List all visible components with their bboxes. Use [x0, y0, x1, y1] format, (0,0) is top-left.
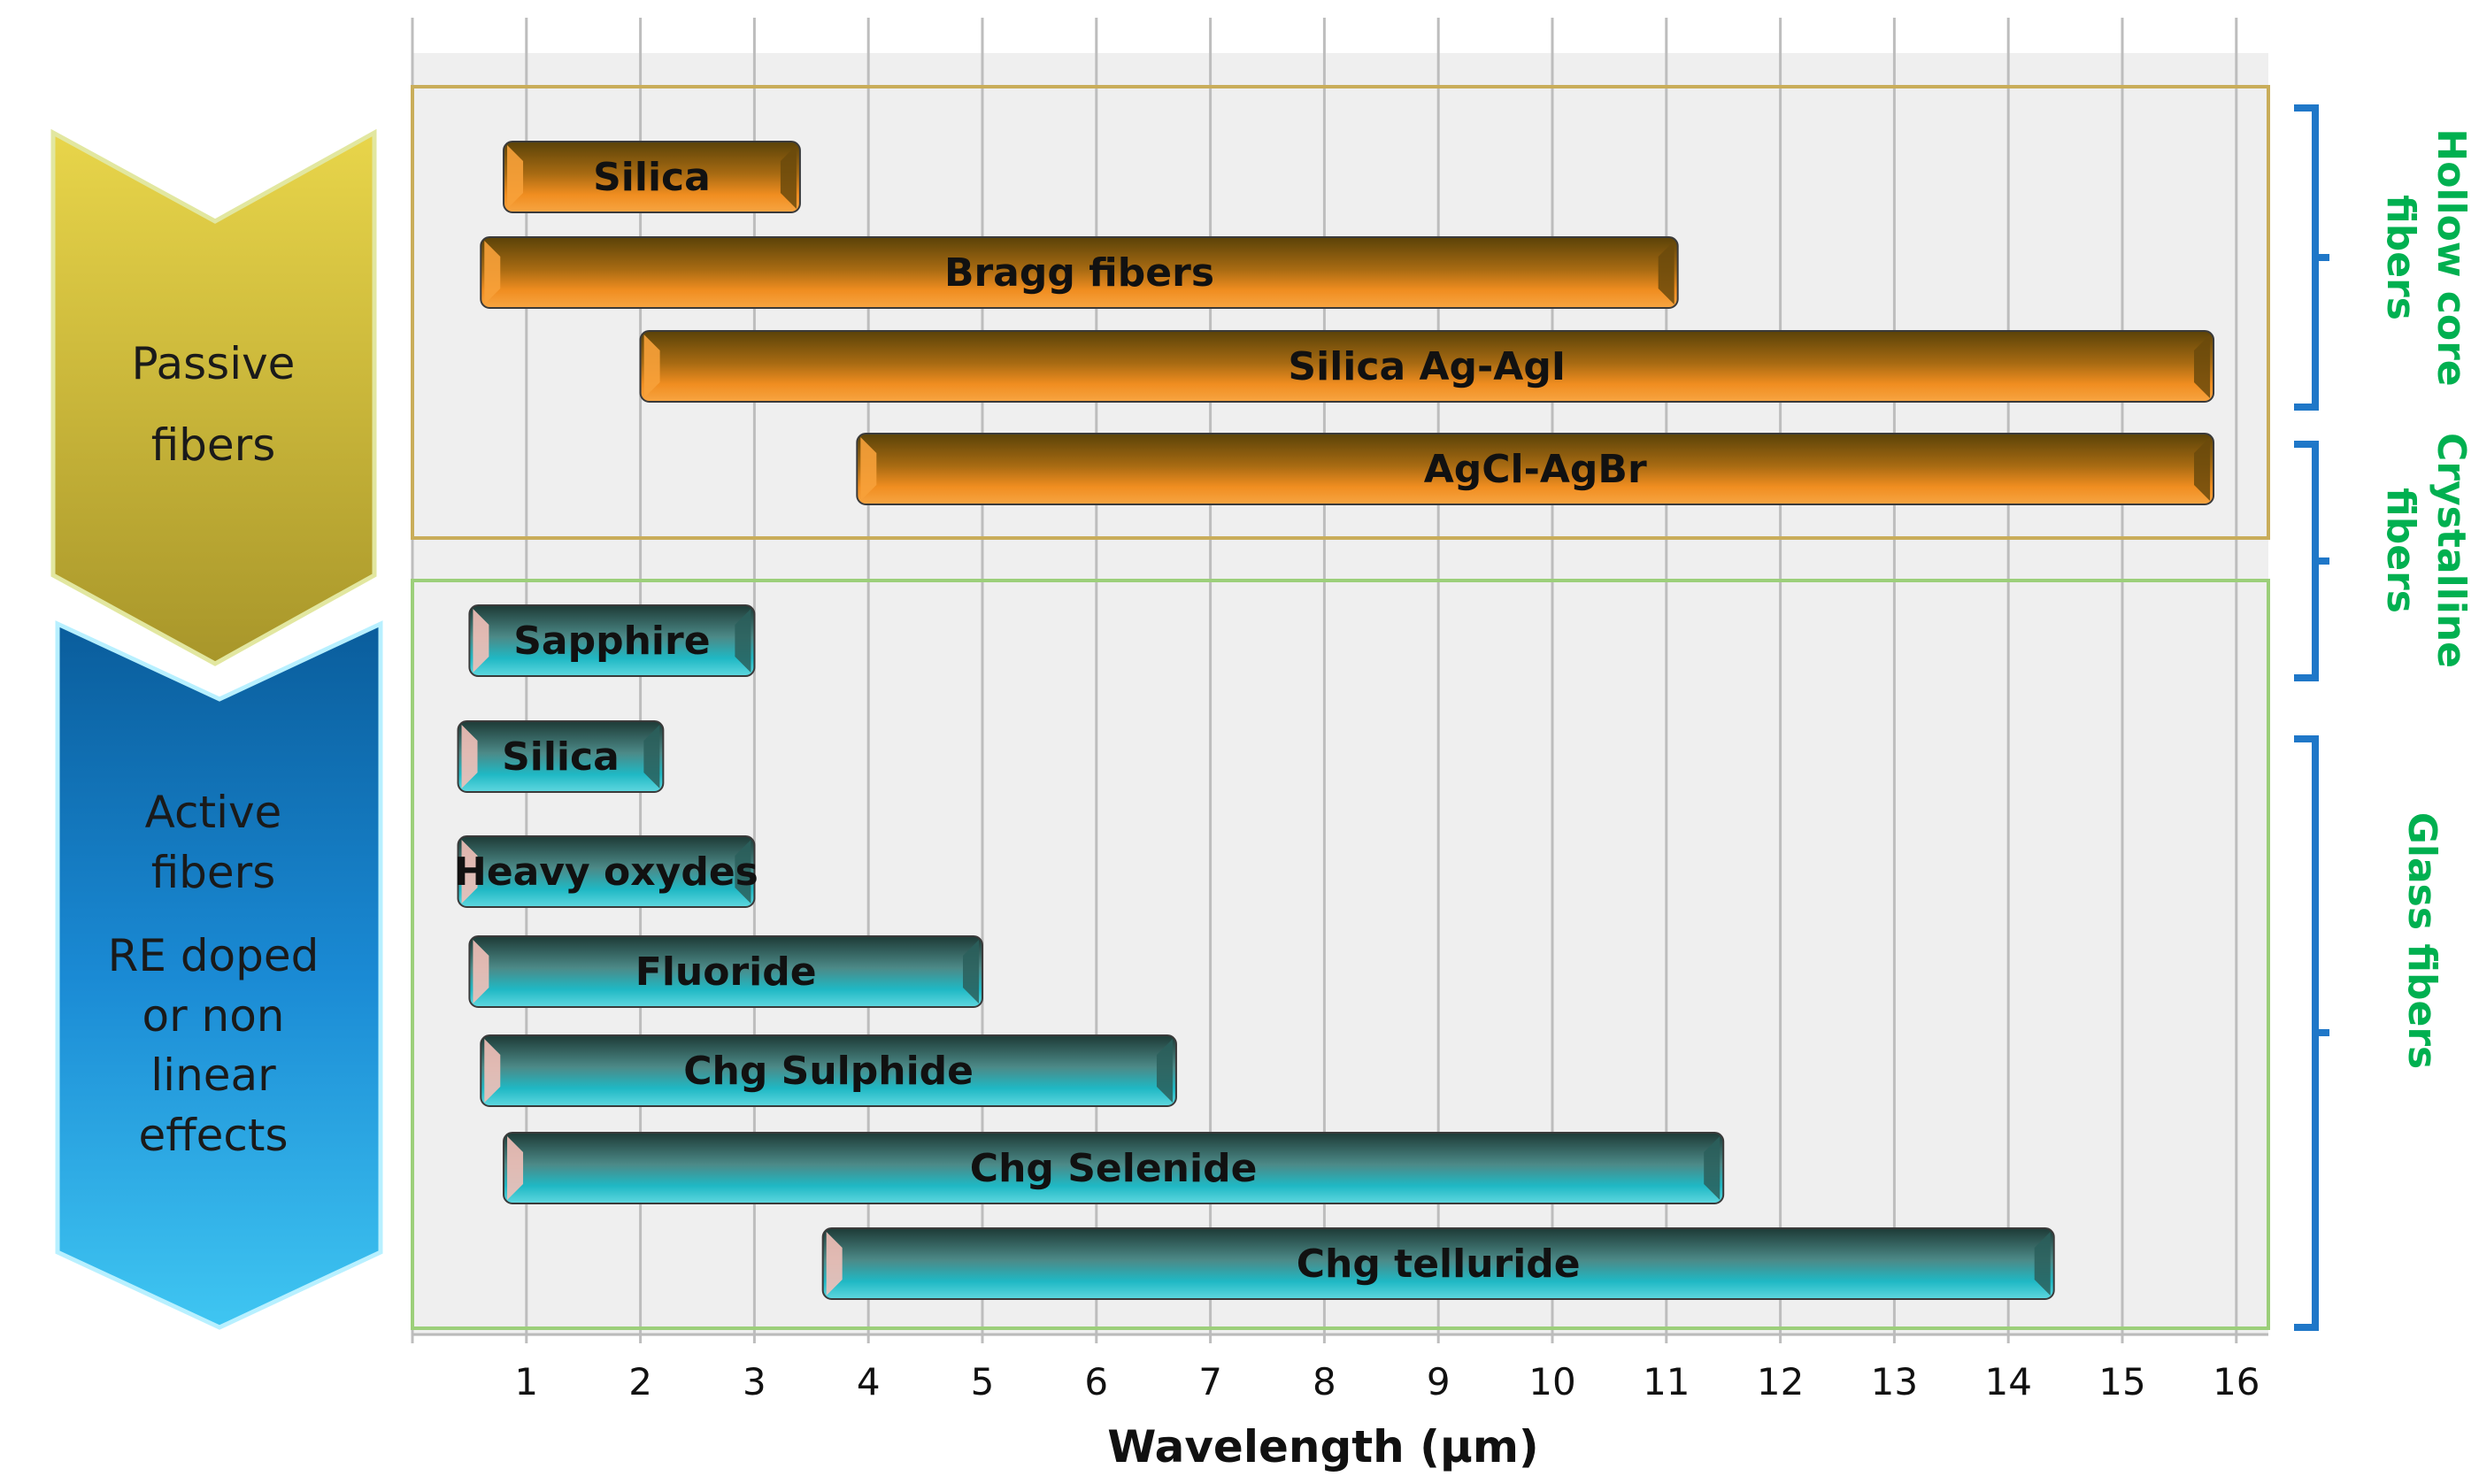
bar-active-silica: Silica — [457, 720, 665, 793]
x-tick-label-3: 3 — [743, 1360, 766, 1403]
bar-cap-left — [473, 609, 489, 673]
x-axis-label: Wavelength (µm) — [1107, 1421, 1539, 1472]
active-label-line-3: RE doped — [108, 930, 319, 981]
bar-passive-bragg-fibers: Bragg fibers — [480, 236, 1679, 309]
bar-passive-agcl-agbr: AgCl-AgBr — [856, 433, 2215, 505]
bar-label: Sapphire — [513, 619, 710, 664]
bar-cap-right — [735, 609, 751, 673]
bar-body — [468, 604, 756, 677]
passive-label-line-2: fibers — [151, 419, 276, 471]
x-tick-label-6: 6 — [1084, 1360, 1108, 1403]
bar-passive-silica: Silica — [503, 141, 801, 213]
bar-cap-right — [2034, 1232, 2051, 1296]
bar-cap-left — [484, 1039, 501, 1103]
bar-cap-right — [2194, 334, 2211, 398]
bar-cap-left — [484, 241, 501, 304]
bar-label: Bragg fibers — [944, 250, 1214, 296]
x-tick-label-5: 5 — [971, 1360, 995, 1403]
crystalline-label-line-1: Crystalline — [2429, 433, 2474, 668]
bar-active-chg-telluride: Chg telluride — [821, 1227, 2055, 1300]
active-frame — [411, 579, 2270, 1330]
bars: Silica Bragg fibers Silica Ag-AgI AgCl-AgBr… — [454, 141, 2215, 1300]
active-label-line-5: linear — [150, 1050, 276, 1101]
x-tick-label-14: 14 — [1984, 1360, 2031, 1403]
bar-body — [503, 141, 801, 213]
x-tick-label-7: 7 — [1198, 1360, 1222, 1403]
x-tick-label-1: 1 — [514, 1360, 538, 1403]
bar-cap-left — [507, 145, 524, 209]
passive-chevron: Passive fibers — [50, 128, 377, 666]
bar-cap-right — [1156, 1039, 1173, 1103]
bar-cap-right — [735, 840, 751, 903]
bar-label: Silica — [502, 734, 620, 780]
bar-cap-left — [473, 940, 489, 1003]
bar-active-chg-sulphide: Chg Sulphide — [480, 1034, 1177, 1107]
bar-label: Silica Ag-AgI — [1288, 344, 1566, 389]
hollow-core-label-line-2: fibers — [2378, 195, 2423, 320]
bar-body — [480, 236, 1679, 309]
active-label-line-4: or non — [142, 990, 284, 1042]
bar-body — [503, 1132, 1725, 1204]
bar-cap-right — [2194, 437, 2211, 501]
glass-bracket: Glass fibers — [2294, 735, 2444, 1331]
bar-label: Silica — [593, 155, 711, 200]
hollow-core-bracket: Hollow core fibers — [2294, 104, 2474, 411]
bar-passive-silica-ag-agi: Silica Ag-AgI — [639, 330, 2215, 403]
bar-body — [639, 330, 2215, 403]
active-label-line-2: fibers — [151, 847, 276, 898]
x-tick-label-13: 13 — [1871, 1360, 1918, 1403]
bar-label: Chg telluride — [1297, 1242, 1581, 1287]
x-ticks: 1 2 3 4 5 6 7 8 9 10 11 12 13 14 15 16 — [514, 1360, 2260, 1403]
bar-active-fluoride: Fluoride — [468, 935, 983, 1008]
bar-cap-right — [643, 725, 660, 788]
bar-body — [468, 935, 983, 1008]
x-tick-label-11: 11 — [1643, 1360, 1690, 1403]
bar-active-sapphire: Sapphire — [468, 604, 756, 677]
bar-active-heavy-oxydes: Heavy oxydes — [454, 835, 758, 908]
active-label-line-6: effects — [138, 1110, 288, 1161]
bar-cap-left — [507, 1136, 524, 1200]
x-tick-label-15: 15 — [2098, 1360, 2145, 1403]
x-tick-label-16: 16 — [2213, 1360, 2260, 1403]
bar-label: Fluoride — [635, 950, 817, 995]
crystalline-bracket: Crystalline fibers — [2294, 433, 2474, 681]
bar-label: Chg Selenide — [970, 1146, 1258, 1191]
passive-label-line-1: Passive — [132, 338, 296, 389]
bar-body — [821, 1227, 2055, 1300]
bar-cap-left — [860, 437, 877, 501]
x-tick-label-4: 4 — [857, 1360, 881, 1403]
bar-active-chg-selenide: Chg Selenide — [503, 1132, 1725, 1204]
bar-cap-right — [1704, 1136, 1721, 1200]
bar-cap-right — [1658, 241, 1674, 304]
bar-label: Heavy oxydes — [454, 850, 758, 895]
bar-body — [457, 835, 756, 908]
active-label-line-1: Active — [145, 787, 282, 838]
x-tick-label-12: 12 — [1757, 1360, 1804, 1403]
x-tick-label-9: 9 — [1427, 1360, 1451, 1403]
passive-frame — [411, 85, 2270, 540]
bar-cap-left — [826, 1232, 843, 1296]
crystalline-label-line-2: fibers — [2378, 488, 2423, 613]
active-chevron: Active fibers RE doped or non linear eff… — [55, 620, 383, 1330]
bar-label: AgCl-AgBr — [1424, 447, 1647, 492]
bar-cap-left — [461, 840, 478, 903]
x-tick-label-8: 8 — [1313, 1360, 1336, 1403]
bar-body — [856, 433, 2215, 505]
bar-body — [480, 1034, 1177, 1107]
bar-cap-right — [963, 940, 979, 1003]
bar-cap-right — [780, 145, 797, 209]
x-tick-label-2: 2 — [628, 1360, 652, 1403]
glass-label: Glass fibers — [2399, 812, 2444, 1069]
bar-cap-left — [461, 725, 478, 788]
x-tick-label-10: 10 — [1528, 1360, 1575, 1403]
bar-label: Chg Sulphide — [683, 1049, 974, 1094]
hollow-core-label-line-1: Hollow core — [2429, 128, 2474, 386]
bar-cap-left — [643, 334, 660, 398]
bar-body — [457, 720, 665, 793]
